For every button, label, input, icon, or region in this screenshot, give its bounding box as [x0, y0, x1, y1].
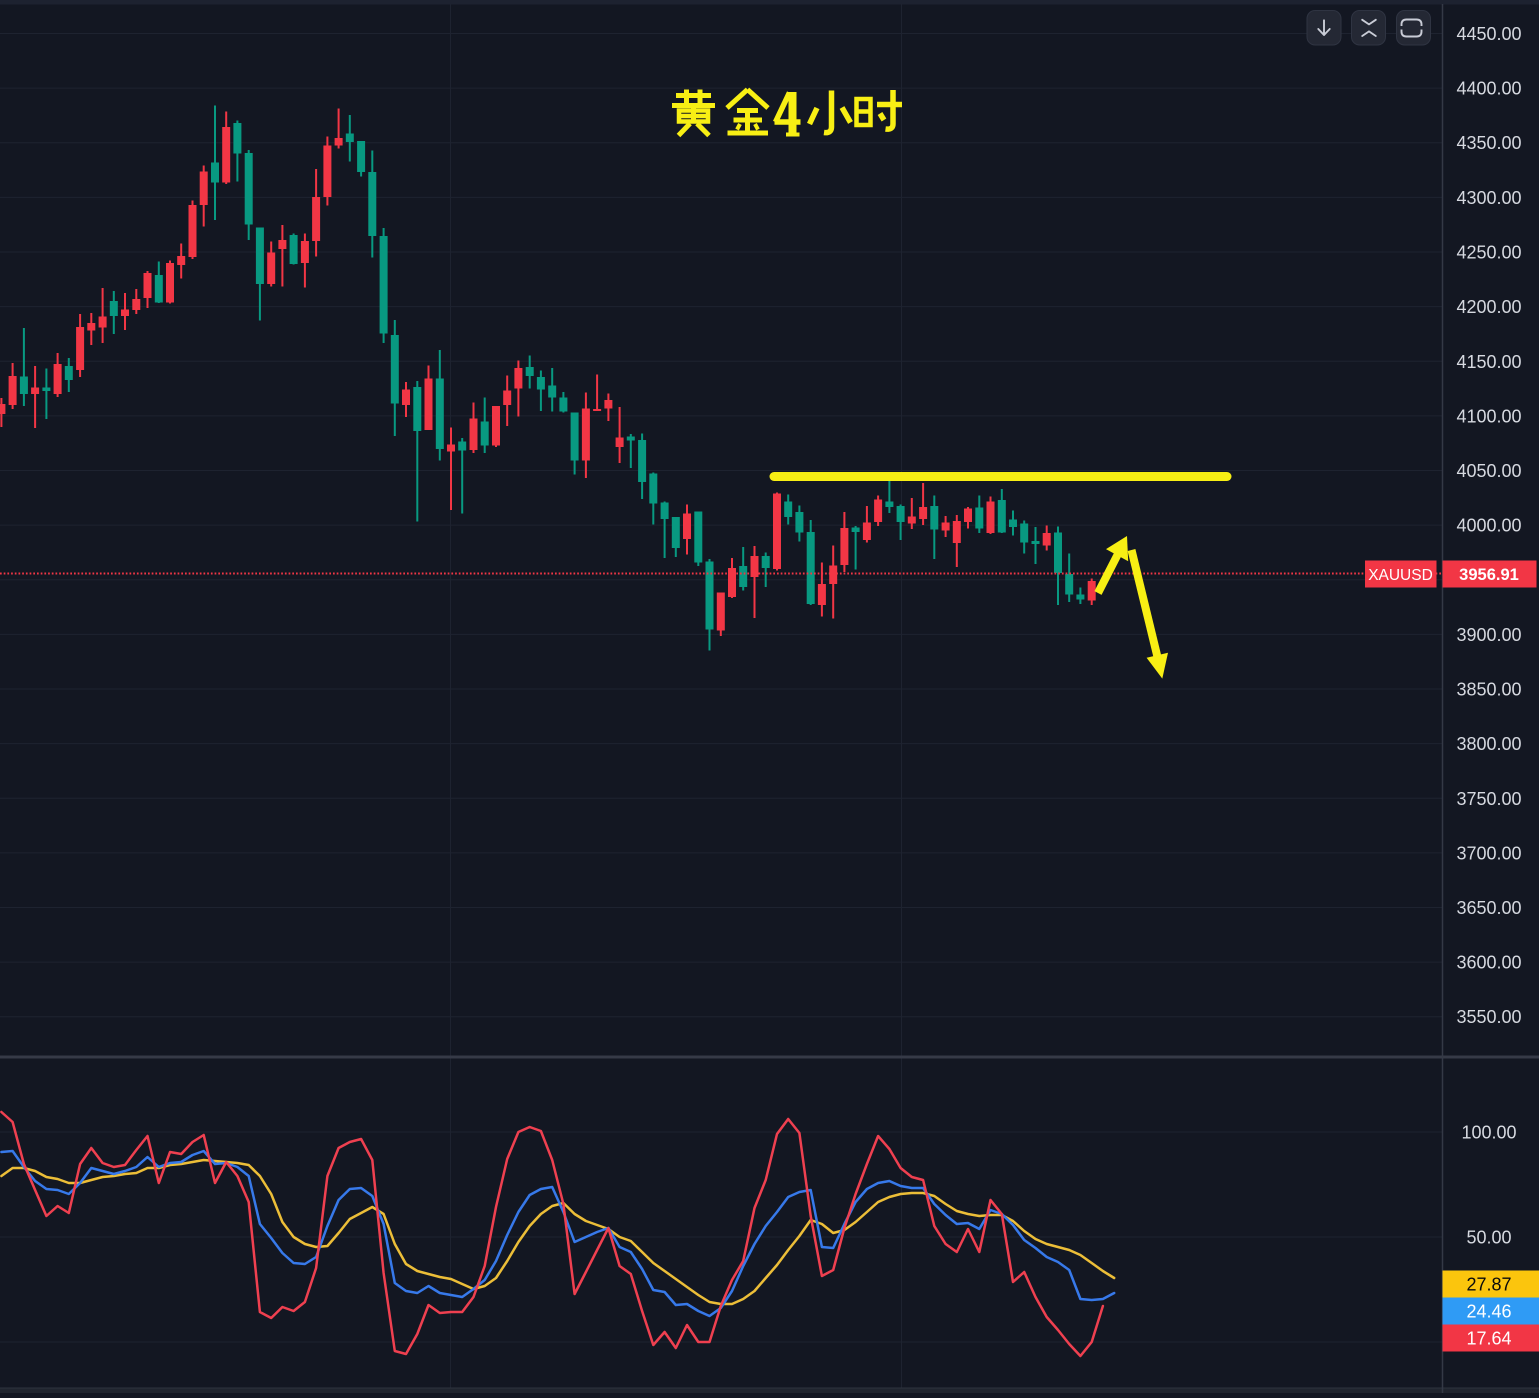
- svg-text:3550.00: 3550.00: [1456, 1007, 1521, 1027]
- svg-text:3850.00: 3850.00: [1456, 680, 1521, 700]
- svg-text:100.00: 100.00: [1461, 1123, 1516, 1143]
- svg-text:4400.00: 4400.00: [1456, 79, 1521, 99]
- svg-text:4100.00: 4100.00: [1456, 406, 1521, 426]
- svg-text:27.87: 27.87: [1466, 1275, 1511, 1295]
- svg-text:3650.00: 3650.00: [1456, 898, 1521, 918]
- svg-text:4200.00: 4200.00: [1456, 297, 1521, 317]
- svg-text:50.00: 50.00: [1466, 1228, 1511, 1248]
- svg-text:3956.91: 3956.91: [1459, 566, 1519, 584]
- svg-text:4250.00: 4250.00: [1456, 243, 1521, 263]
- svg-text:XAUUSD: XAUUSD: [1368, 567, 1433, 584]
- svg-text:17.64: 17.64: [1466, 1329, 1511, 1349]
- svg-text:3600.00: 3600.00: [1456, 953, 1521, 973]
- svg-text:3750.00: 3750.00: [1456, 789, 1521, 809]
- svg-text:4050.00: 4050.00: [1456, 461, 1521, 481]
- svg-text:4350.00: 4350.00: [1456, 133, 1521, 153]
- svg-text:3700.00: 3700.00: [1456, 843, 1521, 863]
- svg-text:3800.00: 3800.00: [1456, 734, 1521, 754]
- svg-text:4150.00: 4150.00: [1456, 352, 1521, 372]
- svg-text:4300.00: 4300.00: [1456, 188, 1521, 208]
- svg-text:3900.00: 3900.00: [1456, 625, 1521, 645]
- svg-text:4000.00: 4000.00: [1456, 516, 1521, 536]
- svg-text:24.46: 24.46: [1466, 1302, 1511, 1322]
- svg-text:4450.00: 4450.00: [1456, 24, 1521, 44]
